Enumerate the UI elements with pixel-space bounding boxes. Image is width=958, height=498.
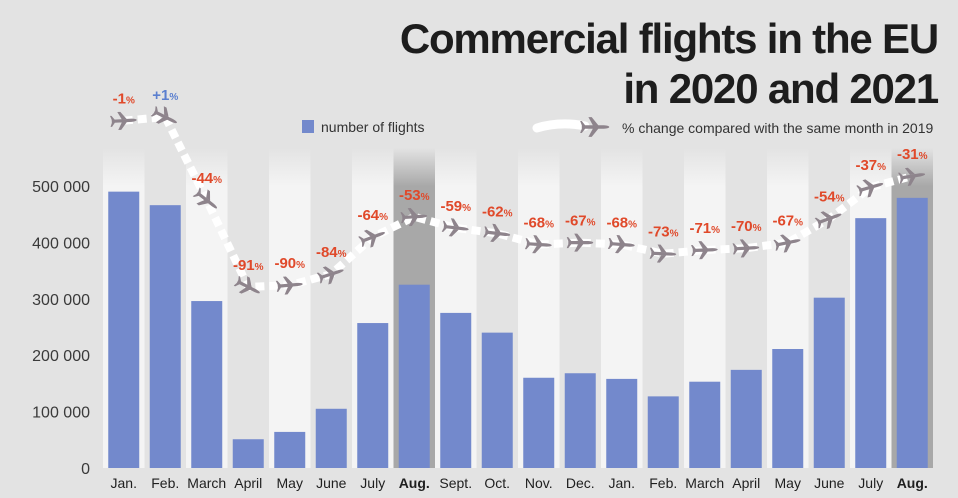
x-tick-label: Sept. [439,475,472,491]
percent-label: -67% [565,213,596,230]
bar [481,332,513,468]
percent-label: -31% [897,146,928,163]
percent-label: -73% [648,224,679,241]
plane-icon [566,233,594,252]
percent-label: -84% [316,244,347,261]
x-tick-label: Oct. [484,475,510,491]
percent-label: -91% [233,257,264,274]
x-tick-label: Dec. [566,475,595,491]
x-tick-label: June [316,475,347,491]
y-tick-label: 0 [81,461,90,478]
bar [855,218,887,468]
bars [108,191,928,468]
x-tick-label: Aug. [399,475,430,491]
percent-label: -67% [772,213,803,230]
x-tick-label: July [360,475,385,491]
x-tick-label: June [814,475,845,491]
x-tick-label: March [187,475,226,491]
plane-icon [109,111,138,131]
legend-line-swatch [532,119,590,133]
legend-bar-swatch [302,120,314,133]
chart-title: Commercial flights in the EU in 2020 and… [399,14,939,114]
x-tick-label: Jan. [609,475,635,491]
y-tick-label: 100 000 [32,405,90,422]
x-tick-label: Jan. [111,475,137,491]
percent-label: -68% [606,215,637,232]
percent-label: -64% [357,207,388,224]
bar [357,323,389,468]
x-tick-label: May [775,475,801,491]
bar [564,373,596,468]
percent-change-line [109,102,927,301]
x-tick-label: Feb. [649,475,677,491]
x-tick-label: April [234,475,262,491]
plane-icon [732,238,760,258]
bar [896,197,928,468]
x-tick-label: July [858,475,883,491]
percent-label: -44% [191,170,222,187]
legend: number of flights % change compared with… [302,117,934,137]
bar [274,431,306,468]
percent-label: -62% [482,203,513,220]
y-tick-label: 200 000 [32,348,90,365]
chart-title-line2: in 2020 and 2021 [623,65,939,112]
percent-label: -53% [399,187,430,204]
legend-flights-label: number of flights [321,119,425,135]
x-tick-label: April [732,475,760,491]
x-tick-label: March [685,475,724,491]
bar [440,312,472,468]
bar [149,205,181,468]
y-tick-label: 500 000 [32,179,90,196]
percent-label: -70% [731,218,762,235]
percent-label: +1% [152,87,178,104]
x-tick-label: Feb. [151,475,179,491]
percent-label: -71% [689,220,720,237]
bar [191,301,223,468]
bar [730,369,762,468]
bar [772,348,804,468]
bar [813,297,845,468]
column-backgrounds [103,148,933,468]
legend-change-label: % change compared with the same month in… [622,120,934,136]
bar [108,191,140,468]
bar [398,284,430,468]
x-tick-label: Nov. [525,475,553,491]
y-tick-label: 300 000 [32,292,90,309]
x-tick-label: May [277,475,303,491]
x-tick-label: Aug. [897,475,928,491]
y-tick-label: 400 000 [32,235,90,252]
bar [523,377,555,468]
plane-icon [649,244,677,264]
percent-label: -90% [274,255,305,272]
plane-icon [482,222,512,244]
bar [232,439,264,468]
bar [647,396,679,468]
percent-labels: -1% +1% -44% -91% -90% -84% -64% -53% -59% -62% -6… [113,87,928,274]
bar [689,381,721,468]
percent-label: -54% [814,189,845,206]
percent-label: -68% [523,215,554,232]
bar [315,408,347,468]
percent-label: -59% [440,198,471,215]
legend-plane-icon [580,117,610,137]
bar [606,378,638,468]
chart-title-line1: Commercial flights in the EU [399,15,939,62]
percent-label: -1% [113,91,135,108]
percent-label: -37% [855,157,886,174]
column-stripe [269,148,311,468]
y-axis: 500 000 400 000 300 000 200 000 100 000 0 [32,179,90,478]
x-axis: Jan. Feb. March April May June July Aug. Sept. Oc… [111,475,928,491]
